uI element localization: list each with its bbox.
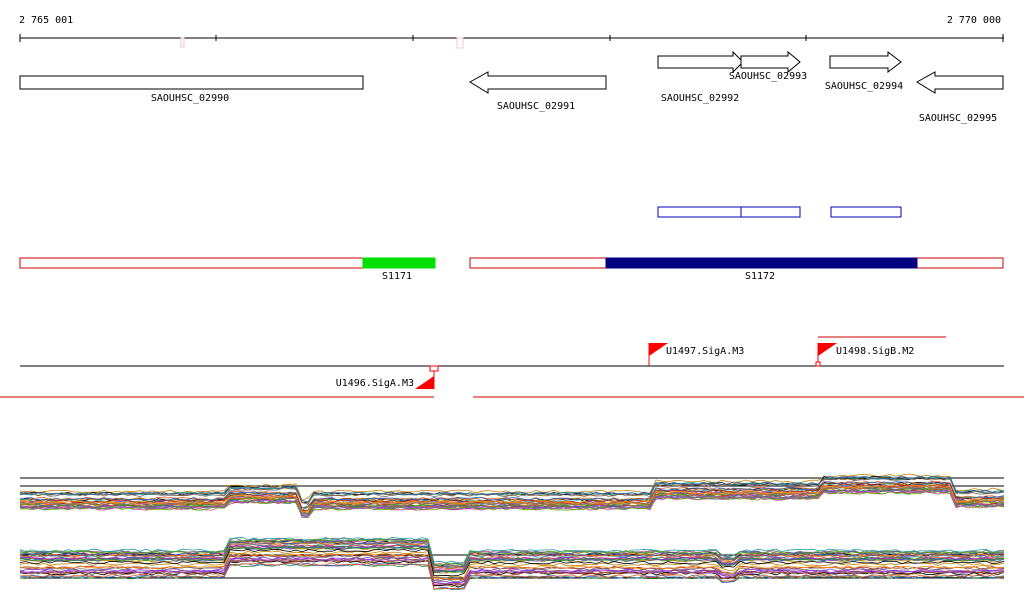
promoter-track: U1497.SigA.M3 U1498.SigB.M2 U1496.SigA.M… — [0, 336, 1024, 398]
gene-saouhsc-02990[interactable] — [19, 75, 364, 90]
segment-label-s1171: S1171 — [382, 271, 412, 282]
coordinate-start-label: 2 765 001 — [19, 15, 73, 26]
expression-profile-line — [19, 540, 1005, 568]
expression-profile-line — [19, 475, 1005, 503]
gene-saouhsc-02995[interactable] — [916, 71, 1004, 94]
expression-profile-line — [19, 545, 1005, 573]
promoter-marker — [429, 365, 439, 372]
orf-box[interactable] — [830, 206, 902, 218]
ruler-marker — [456, 37, 464, 49]
expression-profile-line — [19, 489, 1005, 517]
gene-label-02994: SAOUHSC_02994 — [825, 81, 903, 92]
coordinate-ruler: 2 765 001 2 770 000 — [19, 15, 1004, 49]
expression-profile-line — [19, 558, 1005, 586]
expression-plot-bottom — [19, 536, 1005, 591]
gene-saouhsc-02991[interactable] — [469, 71, 607, 94]
expression-profiles-upper — [19, 473, 1005, 518]
expression-profile-line — [19, 538, 1005, 567]
expression-profile-line — [19, 484, 1005, 513]
gene-saouhsc-02993[interactable] — [740, 50, 801, 74]
gene-label-02995: SAOUHSC_02995 — [919, 113, 997, 124]
coordinate-end-label: 2 770 000 — [947, 15, 1001, 26]
promoter-marker — [815, 361, 821, 367]
expression-profile-line — [19, 553, 1004, 580]
promoter-label-u1496: U1496.SigA.M3 — [336, 378, 414, 389]
expression-profile-line — [19, 541, 1005, 570]
gene-label-02991: SAOUHSC_02991 — [497, 101, 575, 112]
promoter-flag-u1498[interactable] — [818, 343, 837, 356]
segment-track: S1171 S1172 — [19, 257, 1004, 282]
expression-profile-line — [19, 544, 1005, 571]
expression-profile-line — [19, 475, 1005, 504]
promoter-flag-u1497[interactable] — [649, 343, 668, 356]
gene-saouhsc-02992[interactable] — [657, 50, 744, 74]
expression-profile-line — [19, 536, 1005, 565]
segment-outline — [19, 257, 364, 269]
ruler-marker — [180, 37, 185, 48]
orf-box[interactable] — [740, 206, 801, 218]
expression-profile-line — [19, 481, 1005, 509]
expression-profile-line — [19, 486, 1005, 513]
segment-s1172[interactable] — [605, 257, 918, 269]
gene-saouhsc-02994[interactable] — [829, 50, 902, 74]
promoter-label-u1498: U1498.SigB.M2 — [836, 346, 914, 357]
orf-box[interactable] — [657, 206, 742, 218]
gene-label-02990: SAOUHSC_02990 — [151, 93, 229, 104]
orf-track — [657, 206, 902, 218]
segment-label-s1172: S1172 — [745, 271, 775, 282]
gene-track: SAOUHSC_02990 SAOUHSC_02991 SAOUHSC_0299… — [19, 50, 1004, 124]
expression-plot-top — [19, 473, 1005, 518]
expression-profile-line — [19, 559, 1005, 588]
expression-profile-line — [19, 562, 1005, 590]
expression-profiles-lower — [19, 536, 1005, 591]
segment-s1171[interactable] — [362, 257, 436, 269]
expression-profile-line — [19, 557, 1005, 585]
promoter-flag-u1496[interactable] — [415, 376, 434, 389]
gene-label-02993: SAOUHSC_02993 — [729, 71, 807, 82]
gene-label-02992: SAOUHSC_02992 — [661, 93, 739, 104]
expression-profile-line — [19, 548, 1005, 577]
promoter-label-u1497: U1497.SigA.M3 — [666, 346, 744, 357]
expression-profile-line — [19, 476, 1005, 505]
expression-profile-line — [19, 490, 1005, 518]
